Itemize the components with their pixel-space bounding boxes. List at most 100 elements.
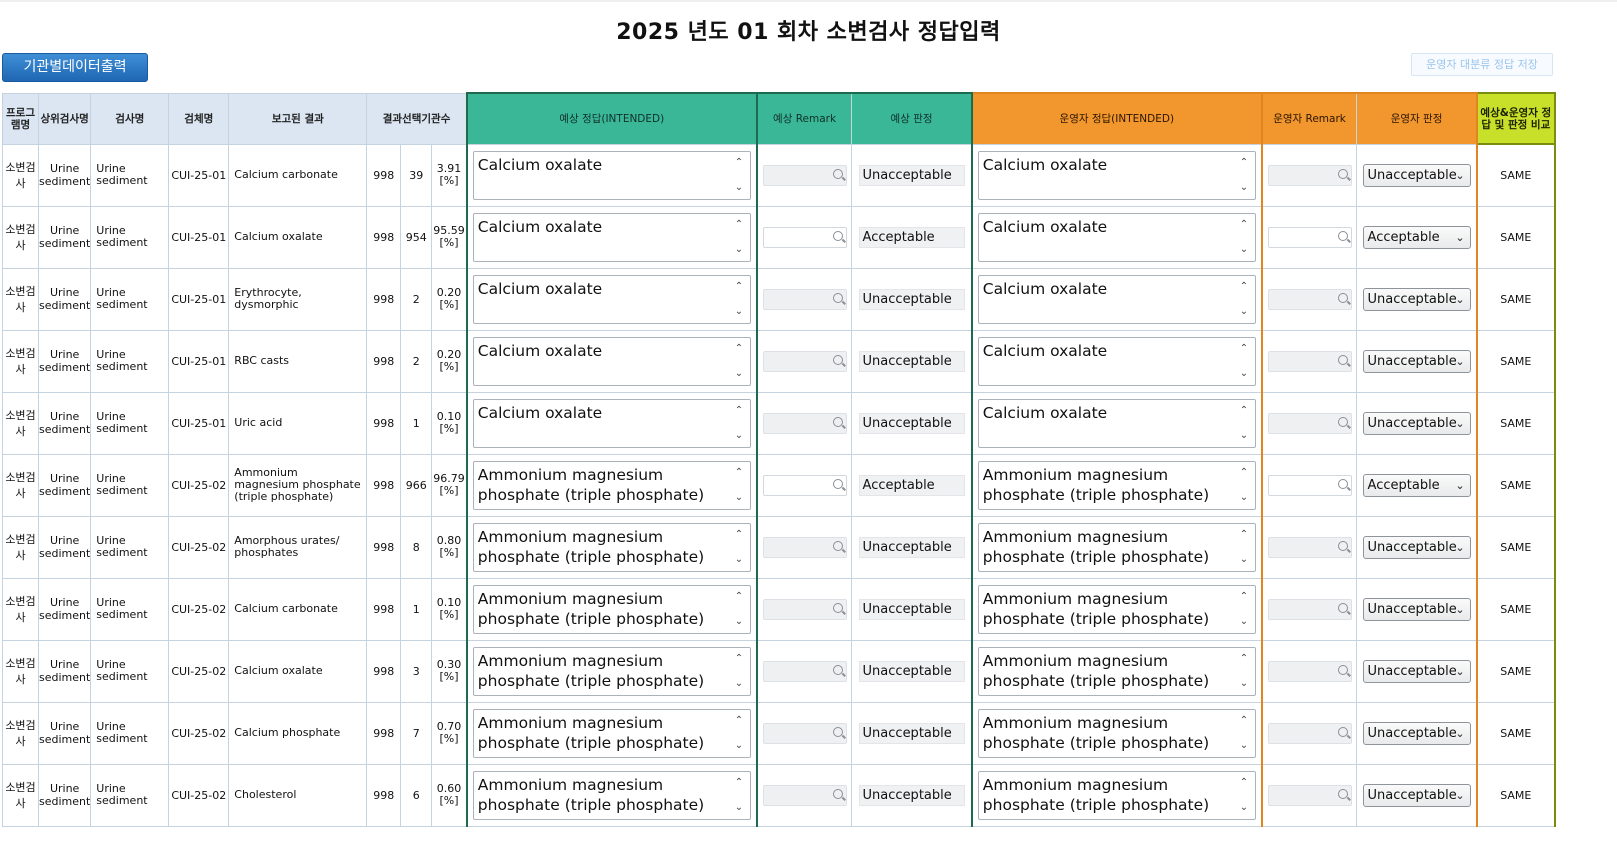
textarea-scrollbar[interactable]: ⌃ ⌄ xyxy=(1237,276,1255,323)
textarea-scrollbar[interactable]: ⌃ ⌄ xyxy=(1237,338,1255,385)
operator-answer-textarea[interactable]: Ammonium magnesium phosphate (triple pho… xyxy=(977,460,1256,510)
expected-remark-input[interactable] xyxy=(762,350,847,372)
operator-remark-input[interactable] xyxy=(1267,164,1352,186)
scroll-down-icon[interactable]: ⌄ xyxy=(1239,305,1249,317)
search-icon[interactable] xyxy=(1337,788,1348,799)
scroll-up-icon[interactable]: ⌃ xyxy=(734,652,744,664)
operator-judgement-select[interactable]: Unacceptable ⌄ xyxy=(1362,783,1471,807)
operator-remark-input[interactable] xyxy=(1267,412,1352,434)
search-icon[interactable] xyxy=(832,292,843,303)
operator-remark-input[interactable] xyxy=(1267,350,1352,372)
operator-answer-textarea[interactable]: Ammonium magnesium phosphate (triple pho… xyxy=(977,646,1256,696)
scroll-up-icon[interactable]: ⌃ xyxy=(1239,342,1249,354)
search-icon[interactable] xyxy=(832,354,843,365)
textarea-scrollbar[interactable]: ⌃ ⌄ xyxy=(732,462,750,509)
scroll-up-icon[interactable]: ⌃ xyxy=(1239,776,1249,788)
operator-answer-textarea[interactable]: Calcium oxalate ⌃ ⌄ xyxy=(977,398,1256,448)
scroll-up-icon[interactable]: ⌃ xyxy=(734,156,744,168)
search-icon[interactable] xyxy=(1337,230,1348,241)
textarea-scrollbar[interactable]: ⌃ ⌄ xyxy=(732,648,750,695)
textarea-scrollbar[interactable]: ⌃ ⌄ xyxy=(1237,648,1255,695)
operator-remark-input[interactable] xyxy=(1267,660,1352,682)
textarea-scrollbar[interactable]: ⌃ ⌄ xyxy=(732,152,750,199)
scroll-down-icon[interactable]: ⌄ xyxy=(1239,801,1249,813)
scroll-down-icon[interactable]: ⌄ xyxy=(734,801,744,813)
operator-answer-textarea[interactable]: Ammonium magnesium phosphate (triple pho… xyxy=(977,584,1256,634)
expected-answer-textarea[interactable]: Calcium oxalate ⌃ ⌄ xyxy=(472,274,751,324)
expected-remark-input[interactable] xyxy=(762,598,847,620)
expected-remark-input[interactable] xyxy=(762,536,847,558)
scroll-down-icon[interactable]: ⌄ xyxy=(734,243,744,255)
scroll-down-icon[interactable]: ⌄ xyxy=(734,305,744,317)
scroll-down-icon[interactable]: ⌄ xyxy=(1239,181,1249,193)
textarea-scrollbar[interactable]: ⌃ ⌄ xyxy=(1237,586,1255,633)
scroll-down-icon[interactable]: ⌄ xyxy=(1239,243,1249,255)
operator-remark-input[interactable] xyxy=(1267,722,1352,744)
search-icon[interactable] xyxy=(1337,354,1348,365)
textarea-scrollbar[interactable]: ⌃ ⌄ xyxy=(732,710,750,757)
scroll-down-icon[interactable]: ⌄ xyxy=(1239,429,1249,441)
textarea-scrollbar[interactable]: ⌃ ⌄ xyxy=(732,338,750,385)
search-icon[interactable] xyxy=(1337,478,1348,489)
expected-answer-textarea[interactable]: Calcium oxalate ⌃ ⌄ xyxy=(472,150,751,200)
operator-answer-textarea[interactable]: Calcium oxalate ⌃ ⌄ xyxy=(977,336,1256,386)
search-icon[interactable] xyxy=(832,726,843,737)
operator-judgement-select[interactable]: Unacceptable ⌄ xyxy=(1362,597,1471,621)
search-icon[interactable] xyxy=(832,602,843,613)
scroll-up-icon[interactable]: ⌃ xyxy=(734,466,744,478)
operator-judgement-select[interactable]: Acceptable ⌄ xyxy=(1362,225,1471,249)
textarea-scrollbar[interactable]: ⌃ ⌄ xyxy=(1237,214,1255,261)
operator-answer-textarea[interactable]: Calcium oxalate ⌃ ⌄ xyxy=(977,212,1256,262)
operator-judgement-select[interactable]: Unacceptable ⌄ xyxy=(1362,535,1471,559)
textarea-scrollbar[interactable]: ⌃ ⌄ xyxy=(1237,710,1255,757)
operator-remark-input[interactable] xyxy=(1267,598,1352,620)
textarea-scrollbar[interactable]: ⌃ ⌄ xyxy=(732,772,750,819)
operator-judgement-select[interactable]: Unacceptable ⌄ xyxy=(1362,287,1471,311)
scroll-up-icon[interactable]: ⌃ xyxy=(734,590,744,602)
scroll-up-icon[interactable]: ⌃ xyxy=(1239,280,1249,292)
scroll-down-icon[interactable]: ⌄ xyxy=(734,553,744,565)
scroll-up-icon[interactable]: ⌃ xyxy=(1239,652,1249,664)
operator-remark-input[interactable] xyxy=(1267,288,1352,310)
search-icon[interactable] xyxy=(1337,726,1348,737)
scroll-down-icon[interactable]: ⌄ xyxy=(734,739,744,751)
scroll-down-icon[interactable]: ⌄ xyxy=(1239,491,1249,503)
search-icon[interactable] xyxy=(1337,602,1348,613)
scroll-down-icon[interactable]: ⌄ xyxy=(734,615,744,627)
operator-answer-textarea[interactable]: Calcium oxalate ⌃ ⌄ xyxy=(977,274,1256,324)
textarea-scrollbar[interactable]: ⌃ ⌄ xyxy=(732,276,750,323)
expected-answer-textarea[interactable]: Ammonium magnesium phosphate (triple pho… xyxy=(472,646,751,696)
expected-remark-input[interactable] xyxy=(762,474,847,496)
scroll-down-icon[interactable]: ⌄ xyxy=(734,677,744,689)
search-icon[interactable] xyxy=(832,788,843,799)
expected-answer-textarea[interactable]: Ammonium magnesium phosphate (triple pho… xyxy=(472,708,751,758)
expected-remark-input[interactable] xyxy=(762,660,847,682)
operator-remark-input[interactable] xyxy=(1267,474,1352,496)
expected-remark-input[interactable] xyxy=(762,784,847,806)
expected-remark-input[interactable] xyxy=(762,722,847,744)
scroll-down-icon[interactable]: ⌄ xyxy=(734,367,744,379)
scroll-down-icon[interactable]: ⌄ xyxy=(1239,677,1249,689)
textarea-scrollbar[interactable]: ⌃ ⌄ xyxy=(732,586,750,633)
scroll-up-icon[interactable]: ⌃ xyxy=(734,218,744,230)
search-icon[interactable] xyxy=(832,168,843,179)
search-icon[interactable] xyxy=(1337,664,1348,675)
scroll-up-icon[interactable]: ⌃ xyxy=(1239,156,1249,168)
scroll-up-icon[interactable]: ⌃ xyxy=(1239,714,1249,726)
scroll-up-icon[interactable]: ⌃ xyxy=(734,528,744,540)
operator-judgement-select[interactable]: Unacceptable ⌄ xyxy=(1362,163,1471,187)
operator-judgement-select[interactable]: Unacceptable ⌄ xyxy=(1362,721,1471,745)
scroll-down-icon[interactable]: ⌄ xyxy=(1239,615,1249,627)
search-icon[interactable] xyxy=(1337,168,1348,179)
scroll-up-icon[interactable]: ⌃ xyxy=(1239,218,1249,230)
expected-remark-input[interactable] xyxy=(762,164,847,186)
textarea-scrollbar[interactable]: ⌃ ⌄ xyxy=(1237,772,1255,819)
search-icon[interactable] xyxy=(832,478,843,489)
expected-answer-textarea[interactable]: Ammonium magnesium phosphate (triple pho… xyxy=(472,584,751,634)
scroll-down-icon[interactable]: ⌄ xyxy=(734,429,744,441)
expected-answer-textarea[interactable]: Ammonium magnesium phosphate (triple pho… xyxy=(472,522,751,572)
scroll-up-icon[interactable]: ⌃ xyxy=(734,714,744,726)
scroll-down-icon[interactable]: ⌄ xyxy=(734,491,744,503)
expected-answer-textarea[interactable]: Calcium oxalate ⌃ ⌄ xyxy=(472,212,751,262)
expected-answer-textarea[interactable]: Ammonium magnesium phosphate (triple pho… xyxy=(472,460,751,510)
